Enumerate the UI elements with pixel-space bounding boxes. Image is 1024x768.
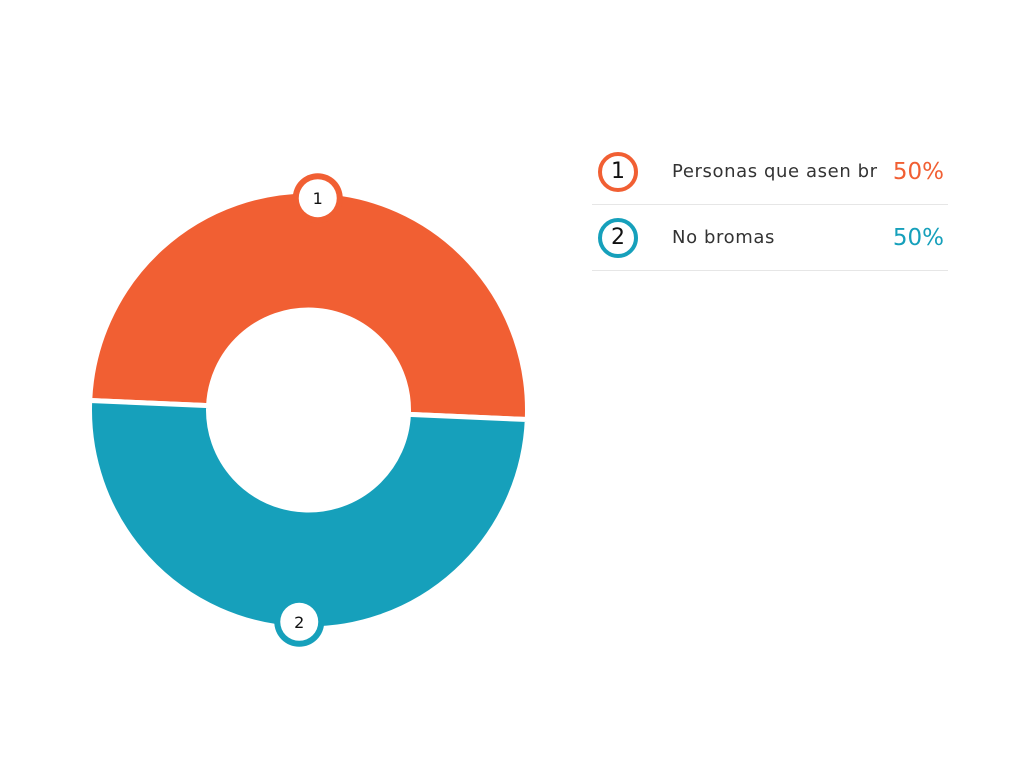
legend-percent-1: 50% [892, 158, 944, 185]
legend: 1 Personas que asen br 50% 2 No bromas 5… [592, 139, 948, 271]
slice-marker-label-2: 2 [294, 613, 304, 632]
legend-marker-2: 2 [598, 217, 638, 258]
legend-item-2[interactable]: 2 No bromas 50% [592, 205, 948, 271]
legend-label-2: No bromas [672, 227, 775, 248]
donut-slice-2[interactable] [87, 397, 530, 632]
donut-slice-1[interactable] [87, 188, 530, 423]
slice-marker-2: 2 [274, 596, 325, 647]
legend-marker-1: 1 [598, 151, 638, 192]
slice-marker-1: 1 [292, 173, 343, 224]
legend-label-1: Personas que asen br [672, 161, 878, 182]
legend-item-1[interactable]: 1 Personas que asen br 50% [592, 139, 948, 205]
legend-percent-2: 50% [892, 224, 944, 251]
slice-marker-label-1: 1 [313, 189, 323, 208]
